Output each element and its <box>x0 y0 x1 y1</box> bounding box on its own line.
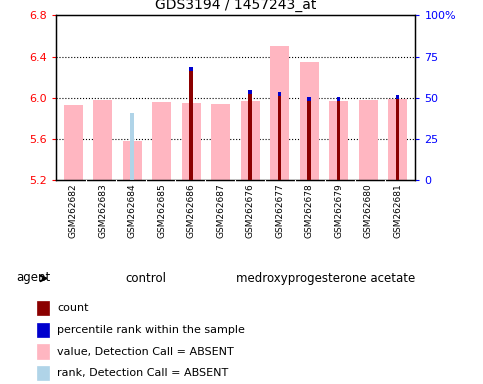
Bar <box>93 100 113 180</box>
Bar <box>189 71 193 180</box>
Text: percentile rank within the sample: percentile rank within the sample <box>57 325 245 335</box>
Bar <box>396 95 399 99</box>
Bar <box>123 141 142 180</box>
Bar <box>189 68 193 71</box>
Bar <box>64 105 83 180</box>
Text: count: count <box>57 303 89 313</box>
Bar <box>278 96 282 180</box>
Bar <box>358 100 378 180</box>
Bar <box>38 323 49 337</box>
Bar <box>38 366 49 381</box>
Bar <box>38 301 49 315</box>
Bar <box>278 92 282 96</box>
Bar <box>299 62 319 180</box>
Bar <box>248 94 252 180</box>
Bar <box>182 103 201 180</box>
Text: medroxyprogesterone acetate: medroxyprogesterone acetate <box>236 272 415 285</box>
Bar <box>38 344 49 359</box>
Bar <box>308 98 311 101</box>
Bar <box>130 113 134 180</box>
Bar <box>152 102 171 180</box>
Text: value, Detection Call = ABSENT: value, Detection Call = ABSENT <box>57 346 234 356</box>
Bar <box>388 99 407 180</box>
Bar <box>337 101 341 180</box>
Bar <box>308 101 311 180</box>
Text: control: control <box>125 272 166 285</box>
Bar <box>337 98 341 101</box>
Text: agent: agent <box>16 271 51 284</box>
Bar <box>270 46 289 180</box>
Bar <box>248 90 252 94</box>
Bar <box>329 101 348 180</box>
Title: GDS3194 / 1457243_at: GDS3194 / 1457243_at <box>155 0 316 12</box>
Bar <box>211 104 230 180</box>
Text: rank, Detection Call = ABSENT: rank, Detection Call = ABSENT <box>57 368 229 378</box>
Bar <box>396 99 399 180</box>
Bar <box>241 101 260 180</box>
